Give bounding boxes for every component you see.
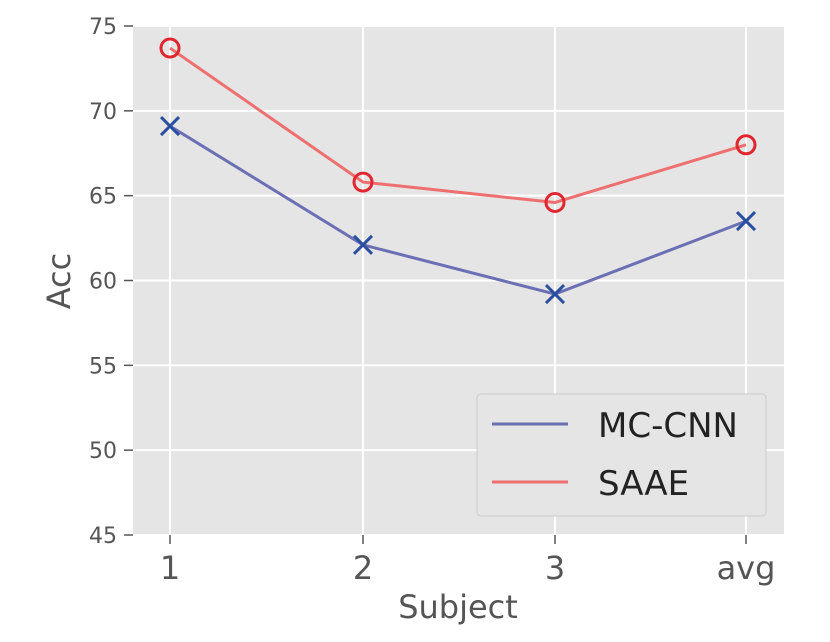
x-tick-label: avg [717,549,776,587]
y-tick-label: 60 [89,270,117,295]
series-line-mc-cnn [169,124,747,296]
x-axis-label: Subject [398,588,518,626]
marker-mc-cnn [544,284,566,305]
x-tick-label: 3 [545,549,565,587]
y-axis-ticks: 45 50 55 60 65 70 75 [89,15,133,549]
legend-label-saae: SAAE [598,464,689,504]
marker-saae [544,191,566,213]
series-line-saae [169,46,747,204]
marker-saae [735,134,757,156]
y-tick-label: 45 [89,524,117,549]
marker-mc-cnn [159,116,181,137]
marker-saae [352,171,374,193]
marker-saae [159,37,181,59]
marker-mc-cnn [735,211,757,232]
legend-label-mc-cnn: MC-CNN [598,406,738,446]
y-tick-label: 55 [89,354,117,379]
x-tick-label: 2 [353,549,373,587]
y-axis-label: Acc [40,253,78,310]
y-tick-label: 50 [89,439,117,464]
y-tick-label: 70 [89,100,117,125]
x-tick-label: 1 [160,549,180,587]
y-tick-label: 75 [89,15,117,40]
y-tick-label: 65 [89,185,117,210]
legend: MC-CNN SAAE [476,393,767,517]
x-axis-ticks: 1 2 3 avg [160,535,776,587]
series-group [159,37,757,305]
marker-mc-cnn [352,234,374,255]
